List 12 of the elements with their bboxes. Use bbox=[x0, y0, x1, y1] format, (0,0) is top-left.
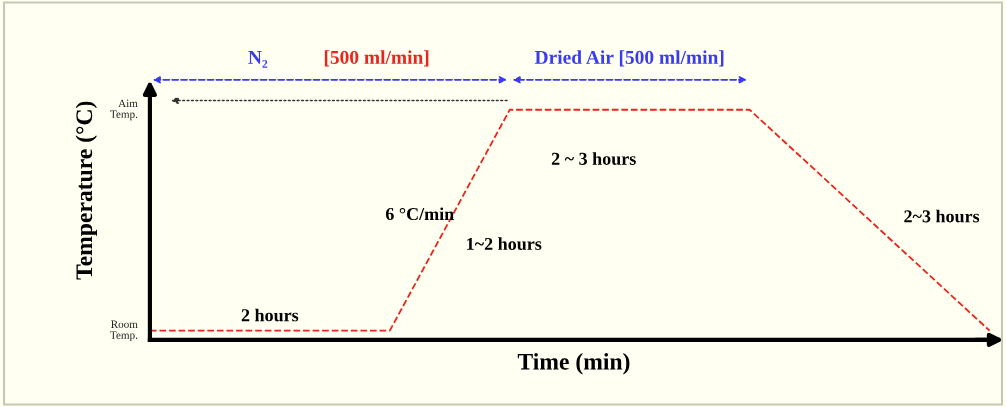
annotation: 6 °C/min bbox=[385, 207, 454, 221]
annotation: 2~3 hours bbox=[904, 209, 980, 223]
text: [500 ml/min] bbox=[324, 50, 429, 67]
y-axis-title: Temperature (°C) bbox=[75, 101, 97, 280]
annotation: 2 ~ 3 hours bbox=[551, 152, 636, 165]
annotation: 2 hours bbox=[241, 308, 299, 322]
text: Dried Air [500 ml/min] bbox=[534, 50, 724, 67]
annotation: 1~2 hours bbox=[467, 237, 542, 251]
x-axis-title: Time (min) bbox=[517, 353, 630, 375]
text: N₂ bbox=[248, 51, 268, 68]
text: Aim Temp. bbox=[110, 99, 138, 121]
text: Room Temp. bbox=[110, 320, 138, 342]
